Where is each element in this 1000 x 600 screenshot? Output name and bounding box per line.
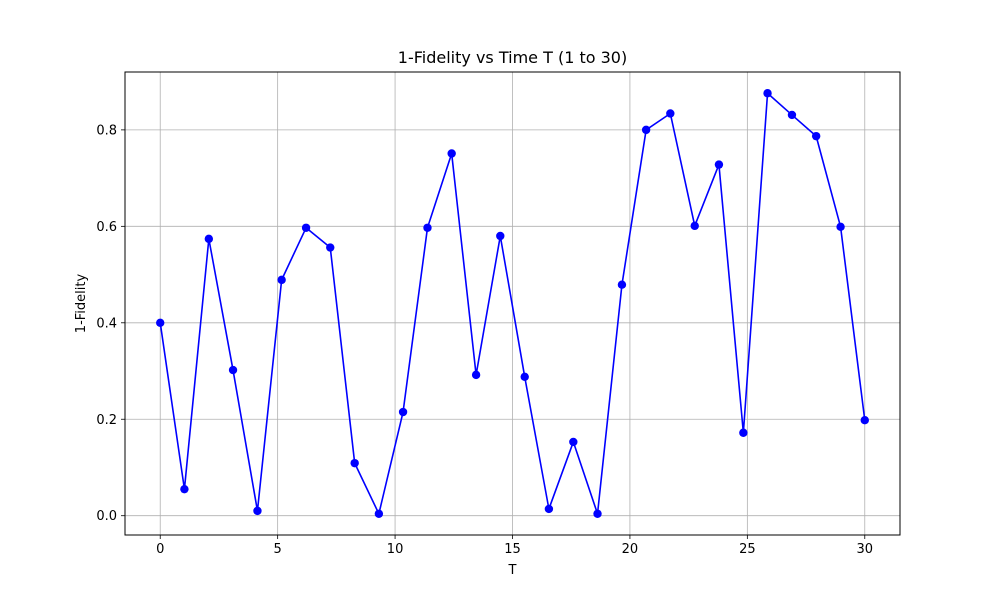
x-tick-label: 5 <box>274 542 282 557</box>
x-tick-label: 20 <box>622 542 639 557</box>
x-axis-label: T <box>508 563 517 578</box>
data-point <box>156 318 165 327</box>
data-point <box>228 365 238 375</box>
series-line <box>159 92 866 515</box>
data-point <box>277 275 286 285</box>
data-point <box>180 484 189 494</box>
data-point <box>301 223 311 232</box>
y-tick-label: 0.6 <box>96 220 117 235</box>
data-point <box>204 234 214 244</box>
x-tick-label: 15 <box>504 542 521 557</box>
data-point <box>690 221 699 231</box>
data-point <box>787 110 797 120</box>
data-point <box>641 125 651 135</box>
data-point <box>374 509 384 518</box>
data-point <box>447 149 456 158</box>
y-tick-label: 0.4 <box>96 316 117 331</box>
x-tick-label: 0 <box>156 542 164 557</box>
data-point <box>423 223 432 232</box>
data-point <box>496 231 505 241</box>
y-axis-label: 1-Fidelity <box>74 274 89 334</box>
data-point <box>326 243 335 252</box>
data-point <box>520 372 529 382</box>
data-point <box>471 370 481 380</box>
data-point <box>836 222 845 232</box>
data-point <box>398 407 408 417</box>
grid <box>125 72 900 535</box>
data-point <box>617 280 627 289</box>
y-tick-label: 0.0 <box>96 509 117 524</box>
x-tick-label: 25 <box>739 542 756 557</box>
data-point <box>593 509 602 518</box>
data-point <box>666 109 675 118</box>
y-tick-label: 0.8 <box>96 123 117 138</box>
chart-title: 1-Fidelity vs Time T (1 to 30) <box>398 48 627 67</box>
data-point <box>763 89 772 98</box>
data-point <box>714 160 724 169</box>
data-point <box>350 458 359 468</box>
data-point <box>860 416 869 425</box>
ticks: 0 5 10 15 20 25 30 0.0 0.2 0.4 0.6 0.8 <box>96 123 873 557</box>
y-tick-label: 0.2 <box>96 413 117 428</box>
x-tick-label: 10 <box>387 542 404 557</box>
data-point <box>739 428 748 437</box>
series-layer <box>156 89 869 518</box>
data-point <box>253 506 262 516</box>
x-tick-label: 30 <box>856 542 873 557</box>
data-point <box>811 131 821 141</box>
data-point <box>569 437 578 447</box>
data-point <box>544 504 554 514</box>
